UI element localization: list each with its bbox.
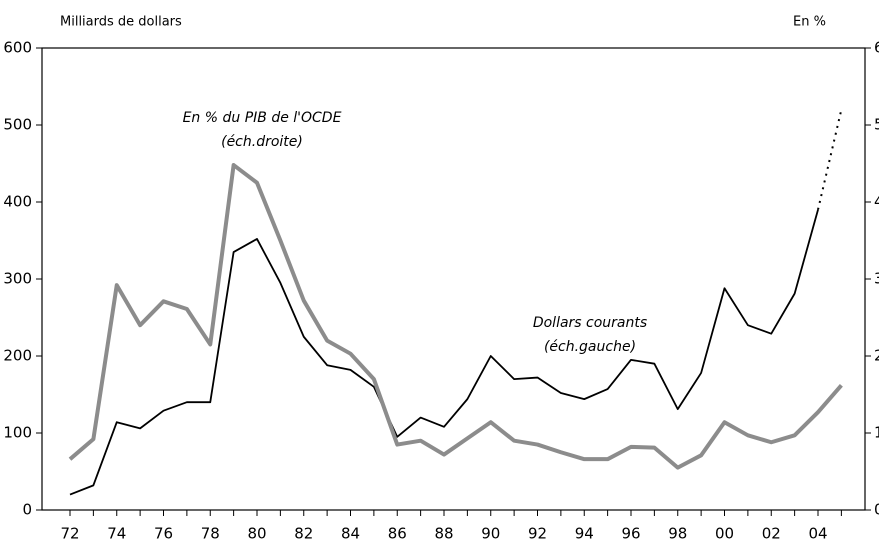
- x-tick-label: 90: [481, 525, 500, 543]
- y2-tick-label: 1: [874, 424, 879, 442]
- y-tick-label: 600: [3, 39, 32, 57]
- y-tick-label: 400: [3, 193, 32, 211]
- x-tick-label: 96: [621, 525, 640, 543]
- x-tick-label: 94: [575, 525, 594, 543]
- x-tick-label: 80: [247, 525, 266, 543]
- y2-tick-label: 0: [874, 501, 879, 519]
- y-tick-label: 500: [3, 116, 32, 134]
- y-tick-label: 300: [3, 270, 32, 288]
- x-tick-label: 92: [528, 525, 547, 543]
- x-tick-label: 02: [762, 525, 781, 543]
- series-line-dotted: [817, 109, 843, 210]
- x-tick-label: 86: [388, 525, 407, 543]
- x-tick-label: 78: [201, 525, 220, 543]
- y-tick-label: 0: [22, 501, 32, 519]
- annotation: (éch.gauche): [544, 339, 636, 355]
- y2-tick-label: 6: [874, 39, 879, 57]
- annotation: En % du PIB de l'OCDE: [183, 110, 342, 126]
- y-axis-label: Milliards de dollars: [60, 15, 182, 30]
- y2-axis-label: En %: [793, 15, 826, 30]
- series-line: [69, 209, 819, 496]
- y2-tick-label: 4: [874, 193, 879, 211]
- x-tick-label: 76: [154, 525, 173, 543]
- x-tick-label: 82: [294, 525, 313, 543]
- x-tick-label: 00: [715, 525, 734, 543]
- x-tick-label: 84: [341, 525, 360, 543]
- series-line: [68, 163, 843, 470]
- y-tick-label: 200: [3, 347, 32, 365]
- x-tick-label: 98: [668, 525, 687, 543]
- y2-tick-label: 3: [874, 270, 879, 288]
- annotation: (éch.droite): [221, 134, 303, 150]
- plot-frame: [41, 47, 866, 511]
- x-tick-label: 74: [107, 525, 126, 543]
- annotation: Dollars courants: [533, 315, 647, 331]
- y-tick-label: 100: [3, 424, 32, 442]
- x-tick-label: 88: [434, 525, 453, 543]
- x-tick-label: 04: [808, 525, 827, 543]
- x-tick-label: 72: [60, 525, 79, 543]
- y2-tick-label: 2: [874, 347, 879, 365]
- y2-tick-label: 5: [874, 116, 879, 134]
